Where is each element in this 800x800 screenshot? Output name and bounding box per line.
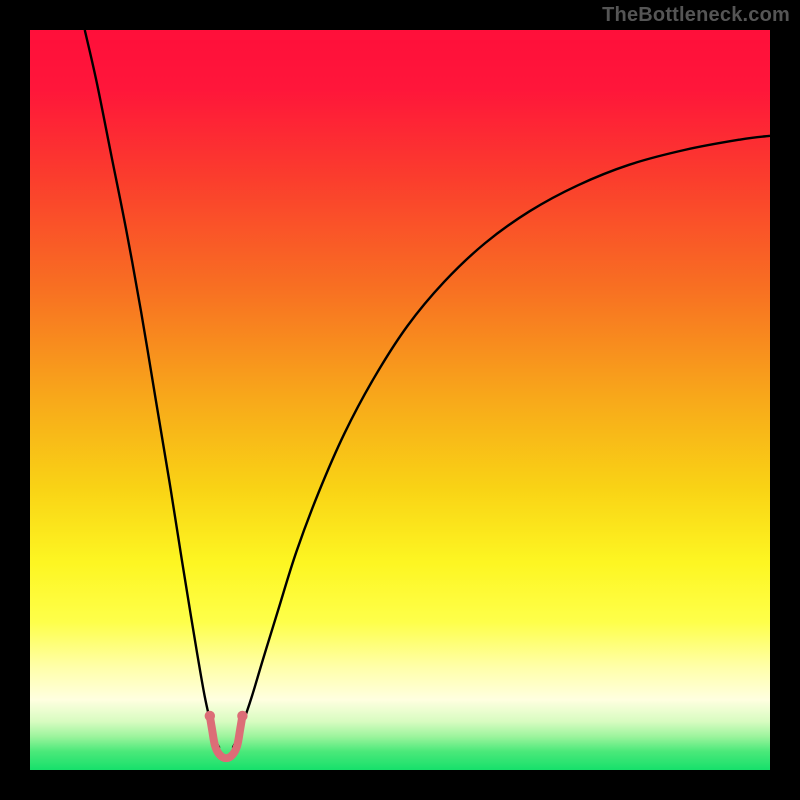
bottleneck-chart <box>0 0 800 800</box>
plot-background <box>30 30 770 770</box>
valley-end-dot-left <box>205 711 215 721</box>
watermark-text: TheBottleneck.com <box>602 4 790 27</box>
valley-end-dot-right <box>237 711 247 721</box>
